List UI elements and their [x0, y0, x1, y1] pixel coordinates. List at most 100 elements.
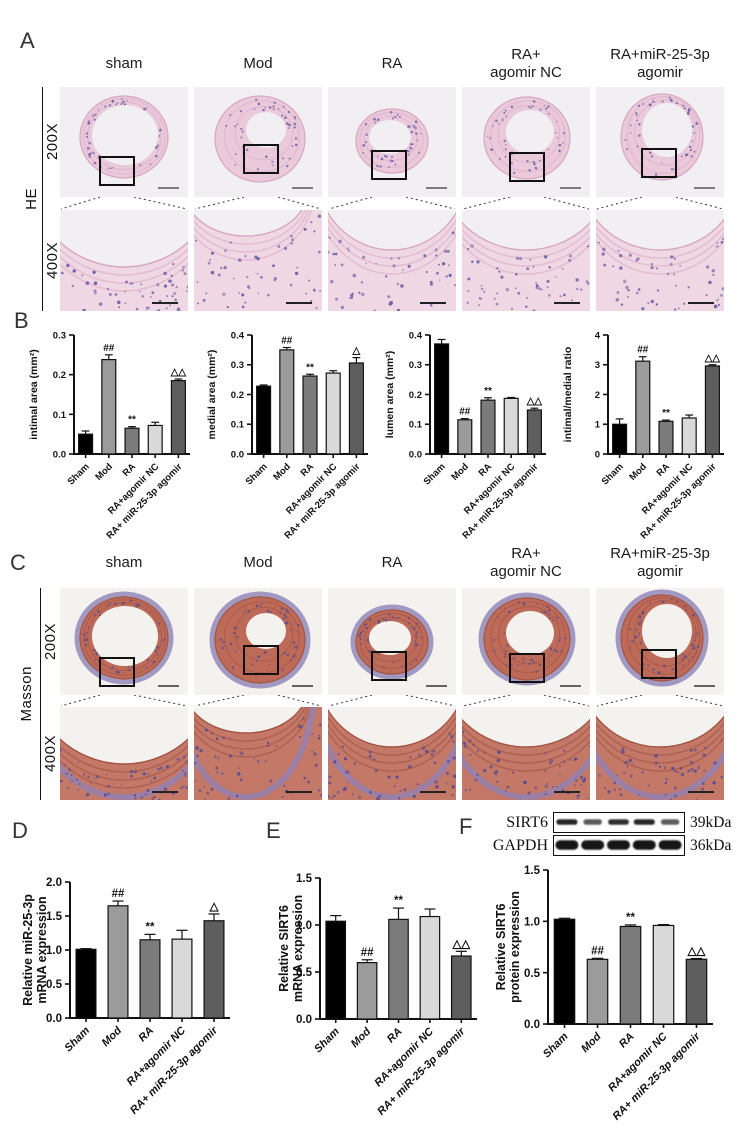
column-header-sham: sham [105, 554, 143, 572]
svg-text:RA: RA [655, 461, 673, 479]
he-400x-label: 400X [44, 241, 61, 280]
panel-f-letter: F [459, 814, 473, 839]
svg-text:Relative SIRT6: Relative SIRT6 [494, 904, 508, 991]
panel-b-charts-row: 0.0 0.1 0.2 0.3 Sham ## Mod ** RA RA+agomir NC △△ R… [24, 316, 730, 541]
blot-bands-gapdh [553, 835, 685, 856]
svg-text:0.0: 0.0 [524, 1019, 540, 1031]
he-stain-label: HE [22, 188, 40, 210]
svg-text:protein expression: protein expression [508, 891, 522, 1003]
svg-text:**: ** [662, 408, 670, 419]
svg-text:lumen area (mm²): lumen area (mm²) [384, 351, 396, 439]
svg-text:0.1: 0.1 [231, 420, 245, 431]
blot-row-sirt6: SIRT6 39kDa [478, 812, 731, 833]
western-blot: SIRT6 39kDa GAPDH 36kDa [478, 812, 731, 856]
svg-text:##: ## [112, 888, 125, 900]
chart-sirt6-protein: 0.0 0.5 1.0 1.5 Sham ## Mod ** RA RA+agomir NC △△ R… [475, 845, 738, 1142]
he-200x-ra-mir-25-3p-agomir-micrograph [596, 87, 724, 197]
svg-text:**: ** [306, 362, 314, 373]
svg-text:intimal area (mm²): intimal area (mm²) [28, 349, 40, 439]
svg-text:0.0: 0.0 [296, 1014, 312, 1026]
blot-bands-sirt6 [553, 812, 685, 833]
svg-text:**: ** [128, 415, 136, 426]
svg-text:0.1: 0.1 [409, 420, 423, 431]
svg-text:△△: △△ [687, 945, 707, 957]
masson-200x-label: 200X [42, 622, 59, 661]
column-header-sham: sham [105, 55, 143, 73]
column-header-mod: Mod [243, 55, 273, 73]
inset-connector-ra-mir-25-3p-agomir [596, 695, 724, 707]
svg-text:0.5: 0.5 [296, 967, 313, 979]
svg-text:0.3: 0.3 [53, 330, 66, 341]
panel-a-200x-row [60, 87, 724, 197]
inset-connector-ra-agomir-nc [462, 695, 590, 707]
masson-200x-ra-agomir-nc-micrograph [462, 588, 590, 695]
panel-c-200x-row [60, 588, 724, 695]
inset-connector-ra [328, 197, 456, 210]
masson-400x-ra-micrograph [328, 707, 456, 800]
chart-lumen-area: 0.0 0.1 0.2 0.3 0.4 Sham ## Mod ** RA RA+agomir NC… [380, 316, 552, 541]
svg-text:△△: △△ [526, 396, 543, 407]
svg-text:##: ## [637, 345, 649, 356]
masson-400x-ra-mir-25-3p-agomir-micrograph [596, 707, 724, 800]
svg-text:**: ** [146, 921, 155, 933]
svg-text:0.4: 0.4 [409, 330, 423, 341]
panel-b-letter: B [14, 308, 29, 333]
svg-text:mRNA expression: mRNA expression [35, 896, 49, 1003]
svg-text:1: 1 [595, 420, 601, 431]
panel-a-400x-row [60, 210, 724, 311]
he-200x-mod-micrograph [194, 87, 322, 197]
svg-text:1.0: 1.0 [296, 920, 312, 932]
masson-stain-label: Masson [17, 666, 35, 722]
svg-text:Relative miR-25-3p: Relative miR-25-3p [21, 894, 35, 1006]
svg-text:Sham: Sham [62, 1024, 92, 1054]
svg-text:Mod: Mod [627, 461, 649, 483]
svg-text:△△: △△ [170, 367, 187, 378]
svg-text:RA: RA [136, 1025, 156, 1045]
svg-text:1.0: 1.0 [524, 916, 540, 928]
svg-text:3: 3 [595, 360, 600, 371]
panel-a-column-headers: sham Mod RA RA+ agomir NC RA+miR-25-3p agomi… [60, 42, 728, 86]
svg-text:△△: △△ [451, 938, 471, 950]
chart-medial-area: 0.0 0.1 0.2 0.3 0.4 Sham ## Mod ** RA RA+agomir NC… [202, 316, 374, 541]
masson-400x-mod-micrograph [194, 707, 322, 800]
svg-text:0.2: 0.2 [231, 390, 244, 401]
svg-text:1.5: 1.5 [296, 873, 313, 885]
panel-d-letter: D [12, 818, 28, 843]
he-200x-label: 200X [44, 123, 61, 161]
svg-text:##: ## [281, 335, 293, 346]
chart-sirt6-mrna: 0.0 0.5 1.0 1.5 Sham ## Mod ** RA RA+agomir NC △△ R… [272, 845, 487, 1142]
blot-size-label-39kda: 39kDa [690, 813, 732, 831]
svg-text:1.5: 1.5 [46, 911, 63, 923]
svg-text:##: ## [591, 945, 604, 957]
svg-text:0.5: 0.5 [46, 979, 63, 991]
panel-c-400x-row [60, 707, 724, 800]
svg-text:0.4: 0.4 [231, 330, 245, 341]
svg-text:0.5: 0.5 [524, 968, 541, 980]
inset-connector-mod [194, 197, 322, 210]
svg-text:Sham: Sham [312, 1025, 342, 1055]
blot-band-lanes-gapdh [555, 840, 682, 850]
svg-text:2: 2 [595, 390, 600, 401]
masson-200x-label-block: 200X [41, 588, 60, 695]
he-200x-ra-micrograph [328, 87, 456, 197]
column-header-ra-mir-25-3p-agomir: RA+miR-25-3p agomir [610, 545, 710, 580]
masson-400x-label-block: 400X [41, 707, 60, 800]
blot-protein-label-gapdh: GAPDH [492, 836, 548, 854]
inset-connector-mod [194, 695, 322, 707]
he-200x-ra-agomir-nc-micrograph [462, 87, 590, 197]
blot-row-gapdh: GAPDH 36kDa [478, 835, 731, 856]
svg-text:RA: RA [121, 461, 139, 479]
svg-text:0.0: 0.0 [231, 449, 244, 460]
he-400x-ra-micrograph [328, 210, 456, 311]
svg-text:Relative SIRT6: Relative SIRT6 [277, 905, 291, 992]
svg-text:Sham: Sham [600, 461, 626, 487]
masson-400x-ra-agomir-nc-micrograph [462, 707, 590, 800]
inset-connector-ra-agomir-nc [462, 197, 590, 210]
svg-text:RA: RA [477, 461, 495, 479]
he-400x-sham-micrograph [60, 210, 188, 311]
